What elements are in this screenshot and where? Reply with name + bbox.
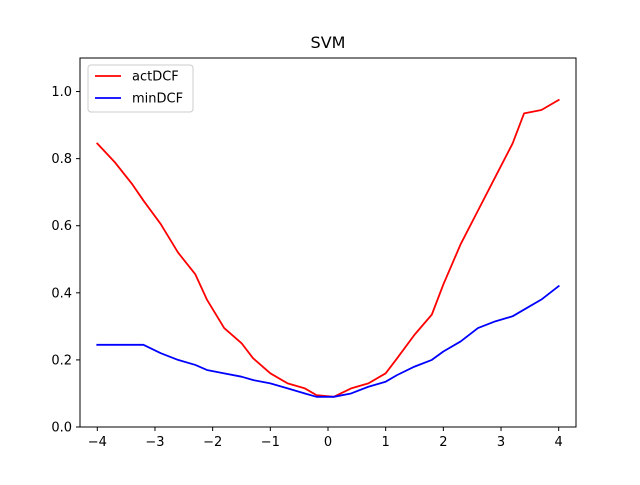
x-tick-label: 4 bbox=[555, 435, 563, 450]
legend: actDCF minDCF bbox=[87, 64, 194, 113]
x-tick-label: 3 bbox=[497, 435, 505, 450]
x-tick-label: 1 bbox=[382, 435, 390, 450]
x-tick-label: 2 bbox=[439, 435, 447, 450]
y-tick-label: 0.2 bbox=[51, 353, 72, 368]
y-tick-label: 0.6 bbox=[51, 219, 72, 234]
y-tick-label: 1.0 bbox=[51, 85, 72, 100]
chart-title: SVM bbox=[311, 33, 346, 52]
y-tick-label: 0.0 bbox=[51, 421, 72, 436]
y-tick-label: 0.4 bbox=[51, 286, 72, 301]
x-tick-label: 0 bbox=[324, 435, 332, 450]
plot-area: −4 −3 −2 −1 0 1 2 3 4 0.0 0.2 0.4 0.6 0.8 1.0 bbox=[51, 57, 577, 450]
legend-label-mindcf: minDCF bbox=[132, 92, 183, 107]
series-line-mindcf bbox=[96, 284, 560, 398]
y-tick-label: 0.8 bbox=[51, 152, 72, 167]
x-tick-label: −1 bbox=[261, 435, 280, 450]
x-tick-label: −4 bbox=[88, 435, 107, 450]
x-tick-label: −2 bbox=[203, 435, 222, 450]
legend-label-actdcf: actDCF bbox=[132, 70, 179, 85]
x-tick-label: −3 bbox=[145, 435, 164, 450]
